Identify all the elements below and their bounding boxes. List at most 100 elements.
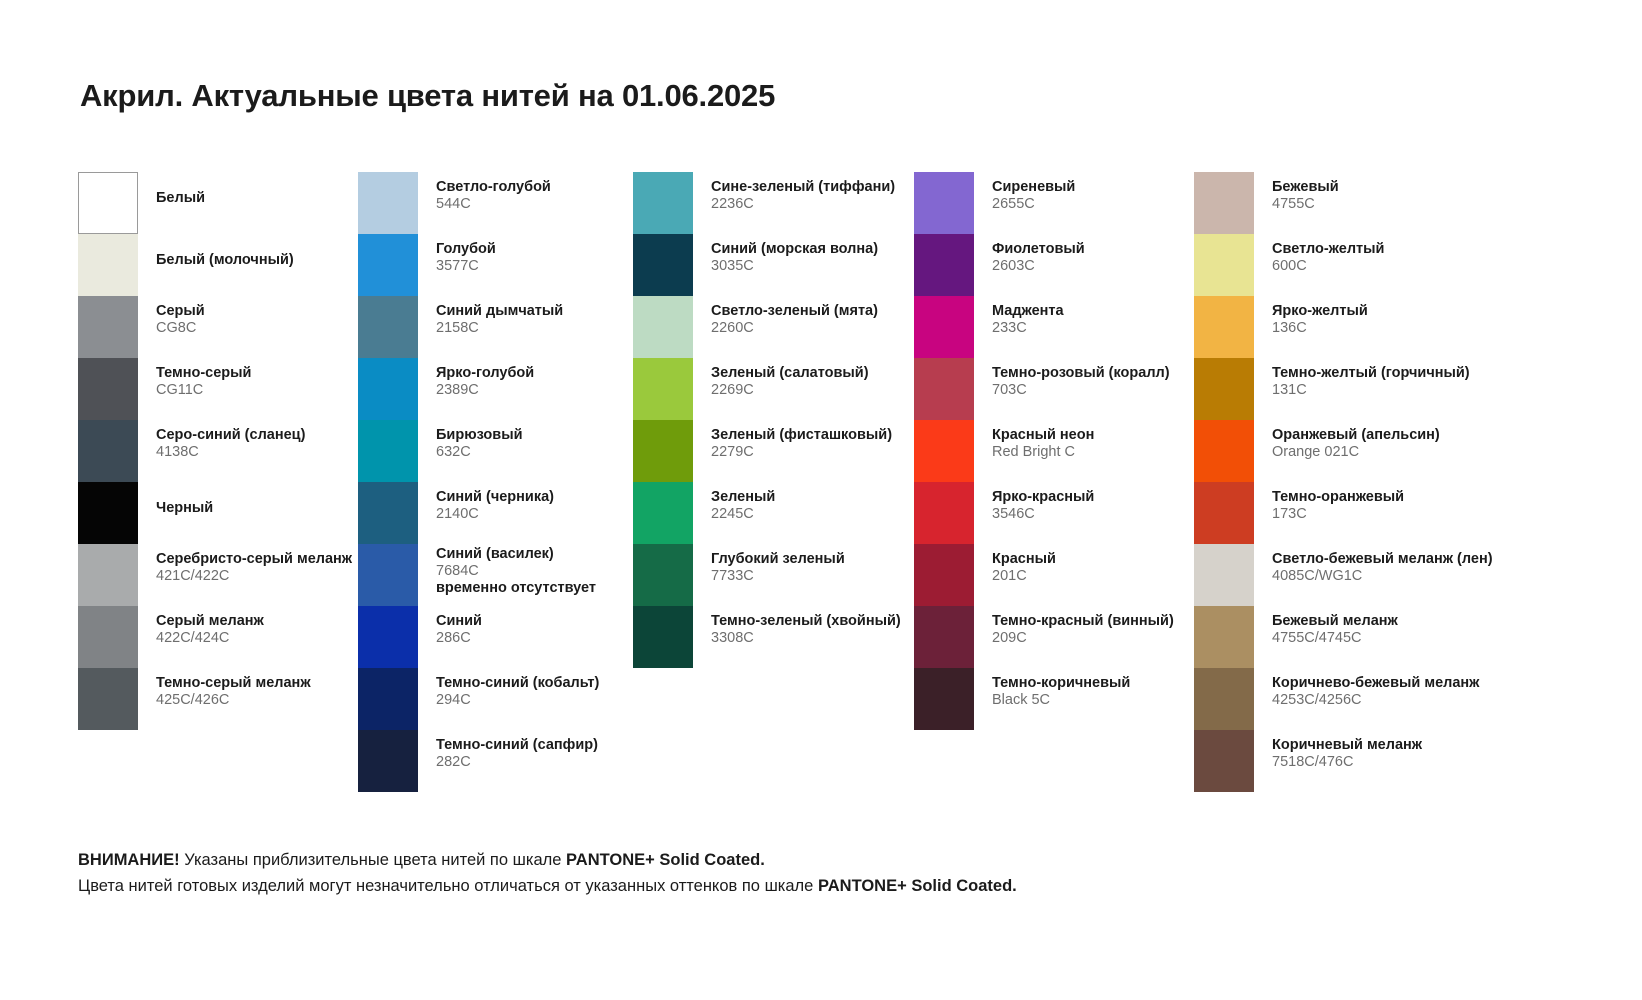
color-name: Сиреневый (992, 179, 1076, 195)
color-swatch (633, 420, 693, 482)
swatch-row[interactable]: Светло-желтый 600C (1194, 234, 1494, 296)
swatch-row[interactable]: Бежевый 4755C (1194, 172, 1494, 234)
swatch-row[interactable]: Маджента 233C (914, 296, 1194, 358)
swatch-labels: Зеленый (салатовый) 2269C (693, 358, 869, 399)
pantone-code: 7684C (436, 563, 479, 580)
swatch-labels: Красный 201C (974, 544, 1056, 585)
swatch-column: Бежевый 4755C Светло-желтый 600C Ярко-желтый… (1194, 172, 1494, 792)
swatch-row[interactable]: Темно-розовый (коралл) 703C (914, 358, 1194, 420)
swatch-row[interactable]: Черный (78, 482, 358, 544)
swatch-row[interactable]: Синий (черника) 2140C (358, 482, 633, 544)
swatch-labels: Красный неон Red Bright C (974, 420, 1094, 461)
swatch-row[interactable]: Темно-синий (кобальт) 294C (358, 668, 633, 730)
swatch-row[interactable]: Сине-зеленый (тиффани) 2236C (633, 172, 914, 234)
pantone-code: 294C (436, 692, 471, 709)
pantone-code: 2245C (711, 506, 754, 523)
swatch-labels: Синий 286C (418, 606, 482, 647)
swatch-row[interactable]: Светло-голубой 544C (358, 172, 633, 234)
color-name: Оранжевый (апельсин) (1272, 427, 1440, 443)
swatch-labels: Ярко-голубой 2389C (418, 358, 534, 399)
color-name: Белый (156, 190, 205, 206)
swatch-row[interactable]: Темно-серый CG11C (78, 358, 358, 420)
color-name: Темно-желтый (горчичный) (1272, 365, 1470, 381)
color-name: Темно-красный (винный) (992, 613, 1174, 629)
color-name: Светло-бежевый меланж (лен) (1272, 551, 1493, 567)
swatch-labels: Темно-зеленый (хвойный) 3308C (693, 606, 901, 647)
swatch-labels: Темно-серый меланж 425C/426C (138, 668, 311, 709)
color-name: Серо-синий (сланец) (156, 427, 306, 443)
pantone-code: 421C/422C (156, 568, 230, 585)
swatch-labels: Серо-синий (сланец) 4138C (138, 420, 305, 461)
swatch-row[interactable]: Темно-желтый (горчичный) 131C (1194, 358, 1494, 420)
swatch-labels: Оранжевый (апельсин) Orange 021C (1254, 420, 1440, 461)
swatch-row[interactable]: Оранжевый (апельсин) Orange 021C (1194, 420, 1494, 482)
swatch-row[interactable]: Темно-красный (винный) 209C (914, 606, 1194, 668)
swatch-labels: Сиреневый 2655C (974, 172, 1075, 213)
swatch-labels: Ярко-красный 3546C (974, 482, 1094, 523)
color-swatch (633, 172, 693, 234)
swatch-row[interactable]: Светло-бежевый меланж (лен) 4085C/WG1C (1194, 544, 1494, 606)
color-name: Глубокий зеленый (711, 551, 845, 567)
swatch-row[interactable]: Зеленый (салатовый) 2269C (633, 358, 914, 420)
swatch-row[interactable]: Темно-серый меланж 425C/426C (78, 668, 358, 730)
pantone-code: 3577C (436, 258, 479, 275)
color-swatch (78, 172, 138, 234)
color-swatch (914, 606, 974, 668)
color-swatch (1194, 606, 1254, 668)
swatch-row[interactable]: Серый меланж 422C/424C (78, 606, 358, 668)
swatch-row[interactable]: Синий 286C (358, 606, 633, 668)
swatch-row[interactable]: Темно-коричневый Black 5C (914, 668, 1194, 730)
pantone-code: 2279C (711, 444, 754, 461)
color-name: Коричнево-бежевый меланж (1272, 675, 1480, 691)
pantone-code: 4085C/WG1C (1272, 568, 1363, 585)
swatch-row[interactable]: Белый (молочный) (78, 234, 358, 296)
swatch-labels: Светло-зеленый (мята) 2260C (693, 296, 878, 337)
swatch-row[interactable]: Бирюзовый 632C (358, 420, 633, 482)
disclaimer-line-1-text: Указаны приблизительные цвета нитей по ш… (179, 851, 567, 869)
color-name: Серебристо-серый меланж (156, 551, 353, 567)
color-swatch (358, 730, 418, 792)
swatch-labels: Голубой 3577C (418, 234, 496, 275)
pantone-code: 2158C (436, 320, 479, 337)
swatch-labels: Синий (василек) 7684C временно отсутствует (418, 544, 596, 597)
swatch-labels: Темно-розовый (коралл) 703C (974, 358, 1170, 399)
pantone-code: 233C (992, 320, 1027, 337)
swatch-row[interactable]: Синий (василек) 7684C временно отсутствует (358, 544, 633, 606)
pantone-code: 282C (436, 754, 471, 771)
swatch-row[interactable]: Бежевый меланж 4755C/4745C (1194, 606, 1494, 668)
swatch-row[interactable]: Синий дымчатый 2158C (358, 296, 633, 358)
swatch-row[interactable]: Голубой 3577C (358, 234, 633, 296)
swatch-column: Сиреневый 2655C Фиолетовый 2603C Маджента 233… (914, 172, 1194, 792)
swatch-row[interactable]: Коричнево-бежевый меланж 4253C/4256C (1194, 668, 1494, 730)
swatch-row[interactable]: Серебристо-серый меланж 421C/422C (78, 544, 358, 606)
swatch-row[interactable]: Темно-синий (сапфир) 282C (358, 730, 633, 792)
swatch-column: Белый Белый (молочный) Серый CG8C Темно-серы… (78, 172, 358, 792)
swatch-labels: Темно-красный (винный) 209C (974, 606, 1174, 647)
swatch-row[interactable]: Ярко-желтый 136C (1194, 296, 1494, 358)
swatch-row[interactable]: Коричневый меланж 7518C/476C (1194, 730, 1494, 792)
swatch-row[interactable]: Ярко-голубой 2389C (358, 358, 633, 420)
color-name: Ярко-желтый (1272, 303, 1368, 319)
swatch-row[interactable]: Красный 201C (914, 544, 1194, 606)
color-name: Синий дымчатый (436, 303, 564, 319)
swatch-row[interactable]: Зеленый 2245C (633, 482, 914, 544)
swatch-row[interactable]: Красный неон Red Bright C (914, 420, 1194, 482)
swatch-row[interactable]: Серо-синий (сланец) 4138C (78, 420, 358, 482)
pantone-code: CG11C (156, 382, 204, 399)
color-swatch (78, 234, 138, 296)
swatch-row[interactable]: Светло-зеленый (мята) 2260C (633, 296, 914, 358)
swatch-row[interactable]: Темно-оранжевый 173C (1194, 482, 1494, 544)
swatch-row[interactable]: Зеленый (фисташковый) 2279C (633, 420, 914, 482)
swatch-row[interactable]: Глубокий зеленый 7733C (633, 544, 914, 606)
swatch-row[interactable]: Темно-зеленый (хвойный) 3308C (633, 606, 914, 668)
swatch-row[interactable]: Ярко-красный 3546C (914, 482, 1194, 544)
color-name: Зеленый (фисташковый) (711, 427, 893, 443)
swatch-row[interactable]: Серый CG8C (78, 296, 358, 358)
color-swatch (358, 482, 418, 544)
swatch-row[interactable]: Синий (морская волна) 3035C (633, 234, 914, 296)
swatch-row[interactable]: Сиреневый 2655C (914, 172, 1194, 234)
color-swatch (358, 172, 418, 234)
swatch-row[interactable]: Белый (78, 172, 358, 234)
color-swatch (633, 482, 693, 544)
swatch-row[interactable]: Фиолетовый 2603C (914, 234, 1194, 296)
